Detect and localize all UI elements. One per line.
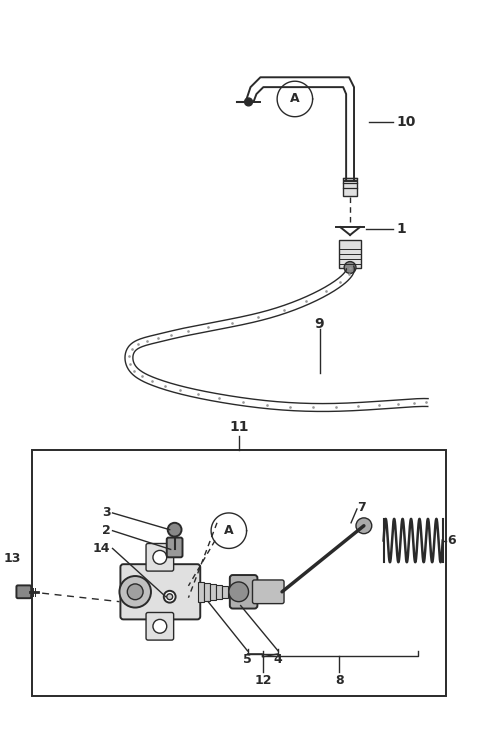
FancyBboxPatch shape [16,585,31,598]
Bar [32,450,446,696]
Circle shape [120,576,151,608]
Text: A: A [224,524,234,537]
FancyBboxPatch shape [167,538,182,557]
Circle shape [153,620,167,633]
Circle shape [168,523,181,536]
Text: 8: 8 [335,674,344,687]
FancyBboxPatch shape [120,564,200,620]
FancyBboxPatch shape [230,575,257,609]
Bar [222,586,228,597]
Text: 12: 12 [254,674,272,687]
Text: 1: 1 [396,222,406,236]
Circle shape [153,551,167,564]
Text: 4: 4 [274,653,283,666]
Bar [210,584,216,600]
Bar [204,583,210,600]
Bar [339,240,361,267]
Text: 6: 6 [448,534,456,547]
Text: 3: 3 [102,507,110,519]
Circle shape [164,591,176,603]
Text: 2: 2 [102,524,110,537]
Circle shape [344,262,356,273]
Bar [343,178,357,195]
FancyBboxPatch shape [252,580,284,603]
Text: A: A [290,92,300,106]
FancyBboxPatch shape [146,543,174,571]
Text: 11: 11 [229,420,249,434]
Text: 13: 13 [3,552,21,565]
Circle shape [167,594,173,600]
Bar [216,585,222,599]
Text: 10: 10 [396,114,416,129]
Text: 14: 14 [93,542,110,555]
Circle shape [127,584,143,600]
Text: 9: 9 [315,317,324,331]
Circle shape [229,582,249,602]
Text: 5: 5 [243,653,252,666]
Text: 7: 7 [357,501,366,513]
Circle shape [245,98,252,106]
Circle shape [356,518,372,533]
FancyBboxPatch shape [146,612,174,640]
Bar [198,582,204,602]
